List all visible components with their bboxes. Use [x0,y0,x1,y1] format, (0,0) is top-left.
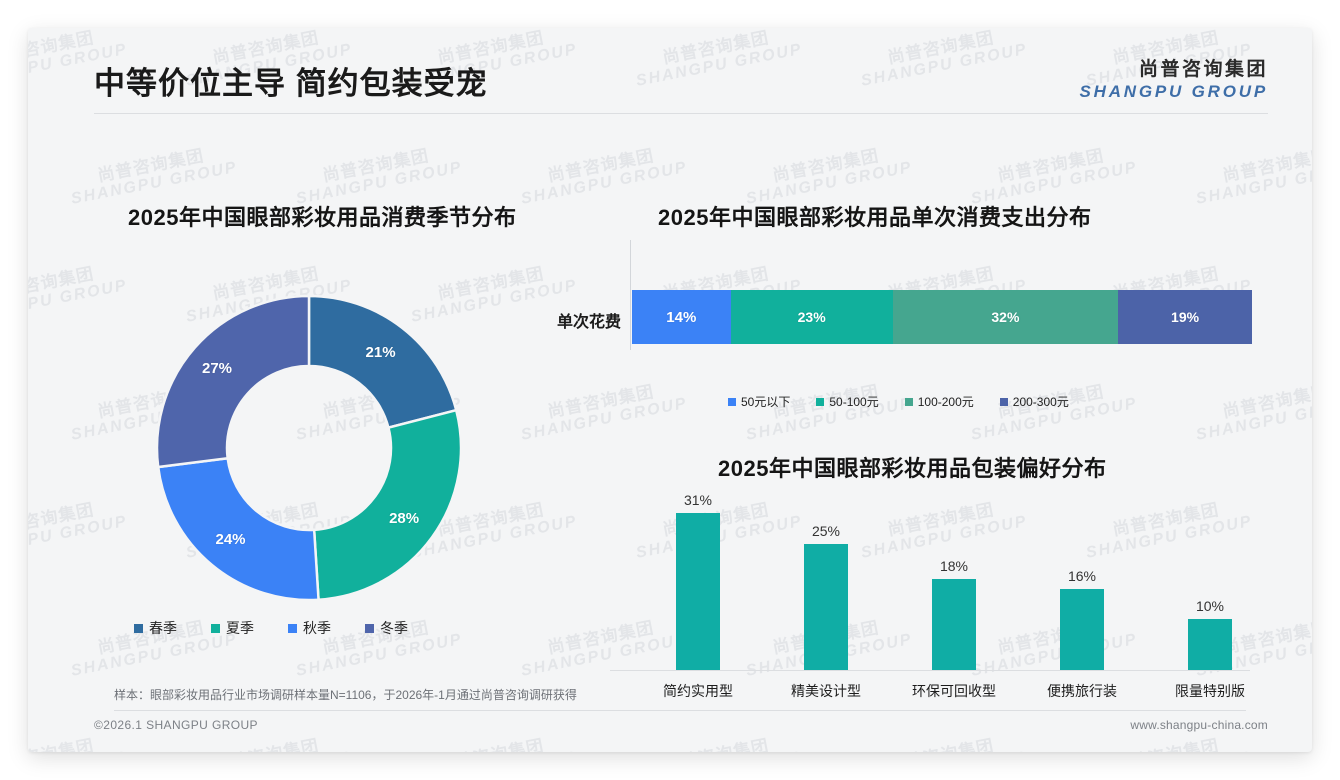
column-chart-baseline [610,670,1250,671]
column-chart-plot: 31% 25% 18% 16% 10% [610,488,1250,670]
column-value-label: 31% [683,492,713,509]
column-category-label: 精美设计型 [791,683,861,699]
column-category-label: 便携旅行装 [1047,683,1117,699]
donut-legend-item[interactable]: 冬季 [365,618,408,638]
stacked-bar-segment[interactable]: 19% [1118,290,1252,344]
column-bar[interactable] [1060,589,1104,670]
legend-swatch-icon [904,397,913,406]
legend-swatch-icon [134,623,143,633]
donut-slice[interactable] [156,456,320,602]
donut-chart-title: 2025年中国眼部彩妆用品消费季节分布 [128,205,517,230]
stacked-category-label: 单次花费 [556,314,621,331]
stacked-legend-item[interactable]: 200-300元 [999,393,1069,410]
donut-legend-label: 冬季 [380,620,408,636]
donut-chart-panel: 2025年中国眼部彩妆用品消费季节分布 21% 28% 24% 27% 春季 夏季 秋季 冬… [94,178,594,668]
legend-swatch-icon [288,623,297,633]
column-chart-title: 2025年中国眼部彩妆用品包装偏好分布 [718,456,1107,481]
column-category-label: 限量特别版 [1175,683,1245,699]
logo-text-en: SHANGPU GROUP [1079,82,1268,101]
donut-slice-label: 24% [215,531,246,549]
slide-header: 中等价位主导 简约包装受宠 尚普咨询集团 SHANGPU GROUP [28,28,1312,118]
page-title: 中等价位主导 简约包装受宠 [94,66,488,101]
column-bar-group[interactable]: 31% [634,488,762,670]
column-value-label: 16% [1067,568,1097,585]
column-chart-panel: 2025年中国眼部彩妆用品包装偏好分布 31% 25% 18% 16% 10% 简约实用… [610,433,1268,699]
column-category-label: 简约实用型 [663,683,733,699]
donut-slice-label: 28% [389,509,420,527]
sample-footnote: 样本：眼部彩妆用品行业市场调研样本量N=1106，于2026年-1月通过尚普咨询… [114,686,1246,711]
donut-legend-item[interactable]: 夏季 [211,618,254,638]
column-bar-group[interactable]: 16% [1018,488,1146,670]
stacked-legend-label: 50元以下 [741,395,791,409]
donut-slice[interactable] [312,408,463,602]
stacked-legend-item[interactable]: 50-100元 [816,393,879,410]
legend-swatch-icon [816,397,825,406]
donut-slice-label: 21% [365,344,396,362]
stacked-bar-panel: 2025年中国眼部彩妆用品单次消费支出分布 单次花费 14% 23% 32% 19% … [557,178,1268,428]
column-bar-group[interactable]: 25% [762,488,890,670]
stacked-bar: 14% 23% 32% 19% [632,290,1252,344]
donut-legend-item[interactable]: 秋季 [288,618,331,638]
stacked-bar-segment[interactable]: 32% [892,290,1119,344]
legend-swatch-icon [365,623,374,633]
column-category-label: 环保可回收型 [912,683,996,699]
donut-legend-item[interactable]: 春季 [134,618,177,638]
header-divider [94,113,1268,114]
donut-slice-label: 27% [201,359,233,377]
stacked-chart-title: 2025年中国眼部彩妆用品单次消费支出分布 [658,205,1092,230]
legend-swatch-icon [999,397,1008,406]
column-bar-group[interactable]: 18% [890,488,1018,670]
slide-canvas: 尚普咨询集团 SHANGPU GROUP 尚普咨询集团 SHANGPU GROUP 尚普… [28,28,1312,752]
stacked-legend-label: 100-200元 [917,395,974,409]
column-value-label: 18% [939,558,969,574]
stacked-bar-segment[interactable]: 23% [730,290,893,344]
donut-legend: 春季 夏季 秋季 冬季 [134,618,408,638]
stacked-legend-item[interactable]: 100-200元 [904,393,974,410]
donut-legend-label: 夏季 [226,620,254,636]
stacked-legend-label: 200-300元 [1012,395,1069,409]
donut-svg [155,294,463,602]
logo-text-cn: 尚普咨询集团 [1138,59,1268,80]
donut-chart: 21% 28% 24% 27% [149,288,469,608]
column-bar[interactable] [804,543,848,670]
column-bar[interactable] [676,513,720,670]
donut-legend-label: 秋季 [303,620,331,636]
donut-slice[interactable] [307,294,458,430]
donut-slice[interactable] [155,294,311,469]
legend-swatch-icon [211,623,220,633]
column-bar-group[interactable]: 10% [1146,488,1274,670]
column-value-label: 10% [1195,598,1225,615]
footer-copyright: ©2026.1 SHANGPU GROUP [94,718,258,732]
stacked-legend: 50元以下 50-100元 100-200元 200-300元 [728,393,1069,410]
brand-logo: 尚普咨询集团 SHANGPU GROUP [1080,54,1268,102]
stacked-axis-line [630,240,631,350]
stacked-legend-item[interactable]: 50元以下 [728,393,790,410]
column-bar[interactable] [932,579,976,670]
stacked-legend-label: 50-100元 [829,395,879,409]
stacked-bar-segment[interactable]: 14% [632,290,731,344]
donut-legend-label: 春季 [149,620,177,636]
legend-swatch-icon [728,397,736,406]
footer-website: www.shangpu-china.com [1130,718,1268,732]
column-value-label: 25% [811,522,841,539]
column-bar[interactable] [1188,619,1232,670]
